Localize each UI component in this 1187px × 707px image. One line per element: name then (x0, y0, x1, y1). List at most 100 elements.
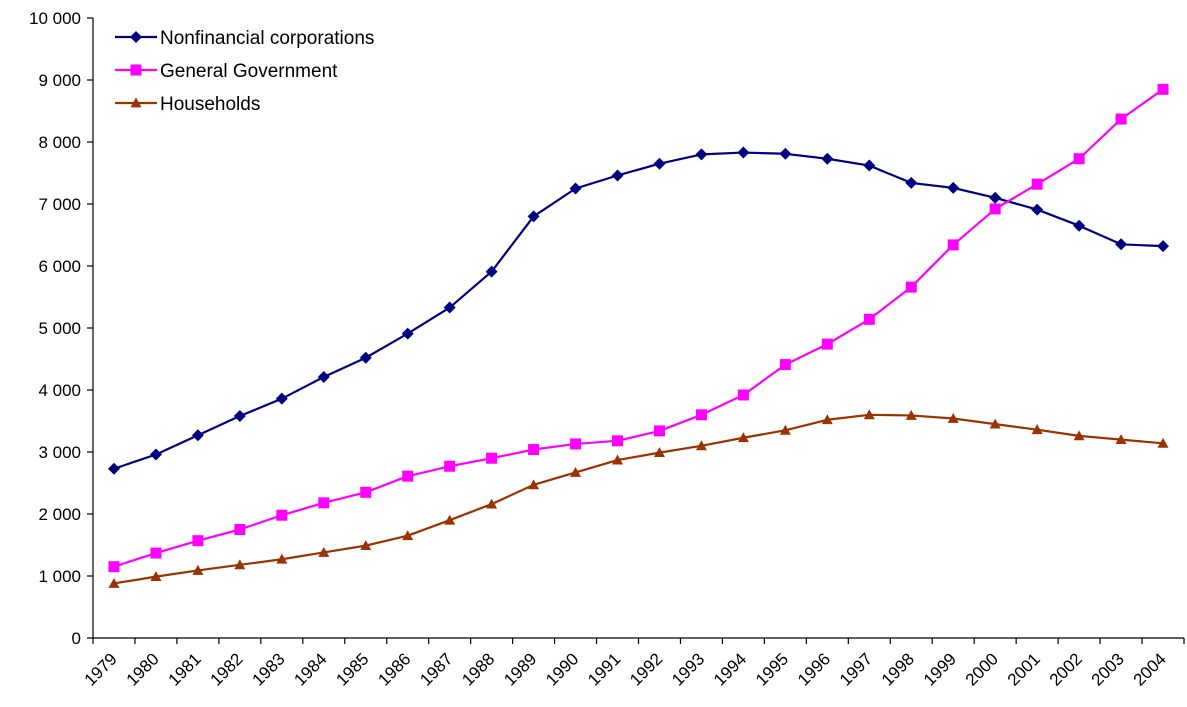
data-point (570, 466, 582, 477)
data-point (695, 409, 707, 421)
legend-label: Households (160, 94, 260, 115)
x-tick-label: 1985 (332, 649, 372, 689)
data-point (108, 561, 120, 573)
data-point (863, 159, 876, 172)
data-point (108, 577, 120, 588)
x-tick-label: 1979 (81, 649, 121, 689)
series-line (113, 88, 1164, 568)
data-point (191, 429, 204, 442)
data-point (1073, 153, 1085, 165)
data-point (1157, 240, 1170, 253)
axes (87, 17, 1185, 644)
data-point (821, 414, 833, 425)
legend-marker (130, 97, 142, 108)
data-point (1157, 83, 1169, 95)
x-tick-label: 2002 (1046, 649, 1086, 689)
series-2 (108, 409, 1169, 588)
x-tick-label: 1988 (458, 649, 498, 689)
x-tick-label: 1990 (542, 649, 582, 689)
x-tick-label: 2004 (1130, 649, 1170, 689)
data-point (947, 239, 959, 251)
data-point (905, 281, 917, 293)
data-point (527, 210, 540, 223)
data-point (149, 448, 162, 461)
data-point (1115, 434, 1127, 444)
data-point (653, 425, 665, 437)
series-line (113, 151, 1164, 470)
data-point (443, 301, 456, 314)
data-point (737, 389, 749, 401)
data-point (528, 479, 540, 490)
data-point (486, 452, 498, 464)
data-point (401, 327, 414, 340)
data-point (821, 152, 834, 165)
data-point (821, 338, 833, 350)
x-tick-label: 1999 (920, 649, 960, 689)
data-point (1115, 238, 1128, 251)
data-point (107, 462, 120, 475)
data-point (233, 410, 246, 423)
data-point (737, 432, 749, 443)
legend-item: Nonfinancial corporations (115, 28, 374, 49)
x-tick-label: 2003 (1088, 649, 1128, 689)
x-tick-label: 1991 (584, 649, 624, 689)
data-point (402, 470, 414, 482)
data-point (360, 540, 372, 551)
data-point (1073, 219, 1086, 232)
x-tick-label: 1994 (710, 649, 750, 689)
x-tick-label: 2000 (962, 649, 1002, 689)
x-tick-label: 1983 (248, 649, 288, 689)
data-point (989, 203, 1001, 215)
x-tick-label: 1998 (878, 649, 918, 689)
y-tick-label: 2 000 (38, 505, 81, 524)
data-point (485, 265, 498, 278)
data-point (150, 547, 162, 559)
legend-label: General Government (160, 61, 338, 82)
data-point (695, 148, 708, 161)
y-tick-label: 8 000 (38, 133, 81, 152)
data-point (947, 413, 959, 423)
x-tick-label: 1986 (374, 649, 414, 689)
x-tick-label: 1993 (668, 649, 708, 689)
data-point (863, 409, 875, 420)
data-point (569, 182, 582, 195)
data-point (150, 571, 162, 582)
legend-marker (130, 64, 142, 76)
data-point (276, 553, 288, 564)
y-tick-label: 9 000 (38, 71, 81, 90)
data-point (905, 176, 918, 189)
x-tick-label: 1984 (290, 649, 330, 689)
y-tick-label: 1 000 (38, 567, 81, 586)
data-point (905, 409, 917, 420)
data-point (1031, 424, 1043, 435)
data-point (318, 497, 330, 509)
y-tick-label: 3 000 (38, 443, 81, 462)
data-point (863, 313, 875, 325)
data-point (317, 370, 330, 383)
series-1 (108, 83, 1169, 573)
data-point (947, 181, 960, 194)
data-point (359, 351, 372, 364)
legend-label: Nonfinancial corporations (160, 28, 374, 49)
data-point (653, 447, 665, 458)
data-point (234, 559, 246, 570)
y-tick-label: 4 000 (38, 381, 81, 400)
data-point (1073, 430, 1085, 441)
data-point (779, 359, 791, 371)
data-point (528, 444, 540, 456)
data-point (444, 514, 456, 525)
x-tick-label: 1981 (165, 649, 205, 689)
data-point (570, 438, 582, 450)
series-0 (107, 146, 1170, 475)
y-tick-labels: 0 1 000 2 000 3 000 4 000 5 000 6 000 7 000 8 00… (29, 9, 81, 648)
x-tick-label: 1982 (207, 649, 247, 689)
data-point (779, 424, 791, 435)
data-point (1031, 178, 1043, 190)
data-point (360, 486, 372, 498)
x-tick-label: 1997 (836, 649, 876, 689)
data-point (989, 191, 1002, 204)
data-point (653, 157, 666, 170)
x-tick-label: 2001 (1004, 649, 1044, 689)
data-point (402, 530, 414, 541)
